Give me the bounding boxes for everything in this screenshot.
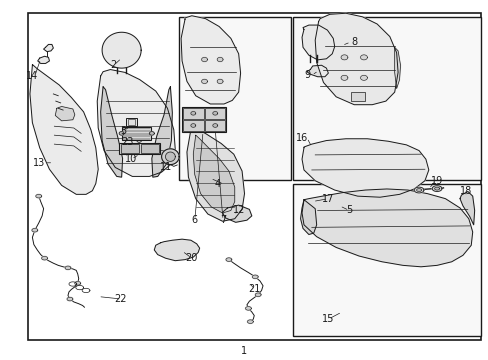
Polygon shape xyxy=(222,205,251,222)
Polygon shape xyxy=(255,293,261,297)
Polygon shape xyxy=(97,69,175,176)
Polygon shape xyxy=(340,75,347,80)
Polygon shape xyxy=(394,47,400,89)
Text: 6: 6 xyxy=(191,215,198,225)
Polygon shape xyxy=(136,135,142,142)
Polygon shape xyxy=(67,297,73,301)
Polygon shape xyxy=(186,128,244,221)
Bar xyxy=(122,127,151,140)
Text: 1: 1 xyxy=(241,346,247,356)
Text: 13: 13 xyxy=(33,158,45,168)
Polygon shape xyxy=(315,13,397,105)
Polygon shape xyxy=(302,25,334,60)
Bar xyxy=(293,17,480,180)
Text: 14: 14 xyxy=(26,71,39,81)
Polygon shape xyxy=(201,57,207,62)
Text: 7: 7 xyxy=(220,215,226,225)
Polygon shape xyxy=(55,107,75,121)
Text: 12: 12 xyxy=(233,206,245,216)
Text: 8: 8 xyxy=(350,37,357,47)
Text: 11: 11 xyxy=(160,162,172,172)
Text: 2: 2 xyxy=(110,60,117,70)
Polygon shape xyxy=(434,187,439,190)
Polygon shape xyxy=(413,187,423,193)
Polygon shape xyxy=(302,139,428,197)
Polygon shape xyxy=(193,135,234,213)
Bar xyxy=(182,107,225,132)
Polygon shape xyxy=(181,16,240,104)
Polygon shape xyxy=(149,132,154,135)
Text: 21: 21 xyxy=(247,284,260,294)
Text: 23: 23 xyxy=(121,138,133,147)
Bar xyxy=(126,118,137,126)
Text: 9: 9 xyxy=(304,70,310,80)
Polygon shape xyxy=(416,189,421,192)
Polygon shape xyxy=(217,57,223,62)
Polygon shape xyxy=(217,79,223,84)
Polygon shape xyxy=(459,192,474,225)
Polygon shape xyxy=(302,189,472,267)
Bar xyxy=(128,120,135,125)
Polygon shape xyxy=(252,275,258,279)
Text: 17: 17 xyxy=(322,194,334,204)
Polygon shape xyxy=(245,307,251,310)
Text: 4: 4 xyxy=(214,179,220,189)
Polygon shape xyxy=(65,266,71,270)
Polygon shape xyxy=(161,149,179,165)
Bar xyxy=(183,108,203,119)
Polygon shape xyxy=(431,186,441,192)
Polygon shape xyxy=(30,64,98,194)
Bar xyxy=(178,17,290,180)
Polygon shape xyxy=(41,256,47,260)
Polygon shape xyxy=(247,320,253,323)
Text: 3: 3 xyxy=(120,126,126,135)
Bar xyxy=(183,120,203,131)
Text: 19: 19 xyxy=(430,176,442,186)
Text: 15: 15 xyxy=(322,314,334,324)
Bar xyxy=(293,184,480,336)
Text: 18: 18 xyxy=(459,186,471,197)
Polygon shape xyxy=(300,200,316,234)
Bar xyxy=(141,144,158,153)
Polygon shape xyxy=(165,152,175,161)
Text: 20: 20 xyxy=(185,253,198,263)
Polygon shape xyxy=(152,87,172,177)
Bar xyxy=(119,143,160,154)
Bar xyxy=(205,108,224,119)
Polygon shape xyxy=(133,128,139,135)
Polygon shape xyxy=(212,112,217,115)
Polygon shape xyxy=(212,124,217,127)
Polygon shape xyxy=(119,132,124,135)
Polygon shape xyxy=(225,258,231,261)
Text: 16: 16 xyxy=(295,133,307,143)
Polygon shape xyxy=(38,56,49,63)
Polygon shape xyxy=(190,124,195,127)
Polygon shape xyxy=(32,228,38,232)
Polygon shape xyxy=(101,87,122,177)
Bar xyxy=(205,120,224,131)
Polygon shape xyxy=(102,32,141,68)
Polygon shape xyxy=(340,55,347,60)
Polygon shape xyxy=(75,282,81,285)
Text: 10: 10 xyxy=(125,154,137,164)
Text: 22: 22 xyxy=(114,294,126,304)
Bar xyxy=(121,144,139,153)
Polygon shape xyxy=(201,79,207,84)
Polygon shape xyxy=(190,112,195,115)
Text: 5: 5 xyxy=(346,206,352,216)
Polygon shape xyxy=(306,65,328,77)
Polygon shape xyxy=(43,44,53,51)
Bar xyxy=(350,92,365,101)
Polygon shape xyxy=(36,194,41,198)
Polygon shape xyxy=(154,239,199,261)
Polygon shape xyxy=(360,75,366,80)
Polygon shape xyxy=(360,55,366,60)
